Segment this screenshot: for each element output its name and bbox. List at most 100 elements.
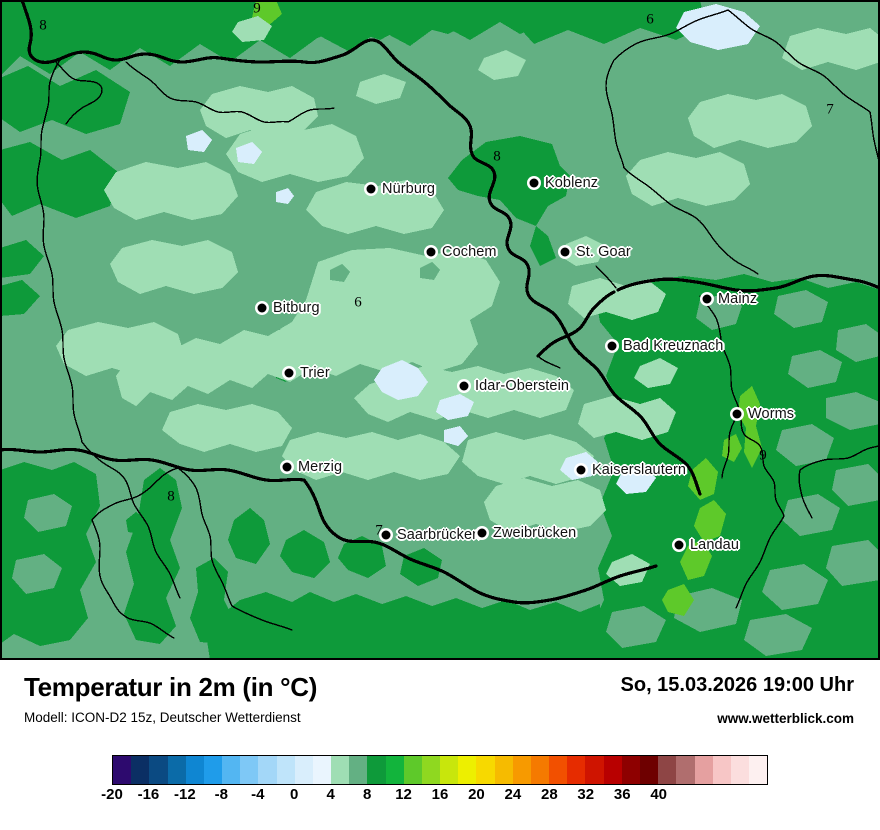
- colorbar-tick: 28: [540, 786, 558, 803]
- colorbar-tick: -12: [174, 786, 196, 803]
- colorbar-tick: -8: [214, 786, 228, 803]
- city-dot-icon: [702, 294, 712, 304]
- colorbar-swatch: [294, 756, 313, 784]
- colorbar-tick-labels: -20 -16 -12 -8 -4 0 4 8 12 16 20 24 28 32 36 40: [101, 786, 768, 812]
- contour-label: 6: [354, 294, 362, 311]
- page-title: Temperatur in 2m (in °C): [24, 672, 318, 702]
- map-canvas: [0, 0, 880, 660]
- colorbar-tick: 16: [431, 786, 449, 803]
- colorbar-swatch: [749, 756, 768, 784]
- city-label: Mainz: [718, 291, 758, 307]
- colorbar-swatch: [658, 756, 677, 784]
- colorbar-swatch: [476, 756, 495, 784]
- colorbar-swatch: [203, 756, 223, 784]
- city-dot-icon: [282, 462, 292, 472]
- colorbar-swatch: [639, 756, 659, 784]
- contour-label: 6: [646, 11, 654, 28]
- colorbar-tick: -4: [251, 786, 265, 803]
- colorbar-swatches[interactable]: [112, 755, 768, 785]
- city-dot-icon: [529, 178, 539, 188]
- colorbar-swatch: [676, 756, 695, 784]
- colorbar-swatch: [458, 756, 477, 784]
- colorbar-swatch: [585, 756, 604, 784]
- colorbar-swatch: [512, 756, 531, 784]
- contour-label: 8: [493, 148, 501, 165]
- city-label: Koblenz: [545, 175, 599, 191]
- colorbar-swatch: [385, 756, 404, 784]
- city-label: Bitburg: [273, 300, 320, 316]
- colorbar-swatch: [367, 756, 386, 784]
- colorbar-swatch: [240, 756, 259, 784]
- site-url: www.wetterblick.com: [717, 711, 854, 726]
- city-dot-icon: [732, 409, 742, 419]
- colorbar-swatch: [621, 756, 640, 784]
- city-label: Saarbrücken: [397, 527, 481, 543]
- colorbar-swatch: [331, 756, 350, 784]
- city-label: Kaiserslautern: [592, 462, 687, 478]
- city-dot-icon: [426, 247, 436, 257]
- contour-label: 7: [826, 101, 834, 118]
- city-label: Landau: [690, 537, 739, 553]
- contour-label: 8: [39, 17, 47, 34]
- colorbar-tick: 20: [468, 786, 485, 803]
- city-dot-icon: [560, 247, 570, 257]
- map-footer: Temperatur in 2m (in °C) Modell: ICON-D2…: [0, 660, 880, 830]
- contour-label: 9: [253, 0, 261, 17]
- valid-datetime: So, 15.03.2026 19:00 Uhr: [620, 674, 854, 696]
- colorbar-swatch: [222, 756, 241, 784]
- city-label: Cochem: [442, 244, 497, 260]
- city-label: Idar-Oberstein: [475, 378, 570, 394]
- temperature-colorbar[interactable]: -20 -16 -12 -8 -4 0 4 8 12 16 20 24 28 32 36 40: [0, 755, 880, 825]
- colorbar-swatch: [312, 756, 332, 784]
- colorbar-swatch: [440, 756, 459, 784]
- colorbar-swatch: [403, 756, 422, 784]
- colorbar-swatch: [567, 756, 586, 784]
- city-dot-icon: [674, 540, 684, 550]
- colorbar-swatch: [185, 756, 204, 784]
- colorbar-swatch: [149, 756, 168, 784]
- contour-label: 9: [759, 447, 767, 464]
- city-label: St. Goar: [576, 244, 631, 260]
- city-dot-icon: [284, 368, 294, 378]
- city-dot-icon: [459, 381, 469, 391]
- colorbar-swatch: [549, 756, 568, 784]
- colorbar-swatch: [131, 756, 150, 784]
- city-dot-icon: [381, 530, 391, 540]
- colorbar-tick: 24: [504, 786, 522, 803]
- colorbar-swatch: [530, 756, 550, 784]
- model-subtitle: Modell: ICON-D2 15z, Deutscher Wetterdie…: [24, 710, 301, 725]
- colorbar-swatch: [349, 756, 368, 784]
- city-label: Merzig: [298, 459, 343, 475]
- colorbar-swatch: [276, 756, 295, 784]
- colorbar-tick: 40: [650, 786, 667, 803]
- contour-label: 7: [375, 522, 383, 539]
- colorbar-tick: 36: [613, 786, 631, 803]
- colorbar-swatch: [258, 756, 277, 784]
- temperature-map[interactable]: 8 9 6 7 8 6 9 8 7 Nürburg Koblenz Cochem St. Goar Ma…: [0, 0, 880, 660]
- contour-label: 8: [167, 488, 175, 505]
- colorbar-swatch: [113, 756, 132, 784]
- colorbar-swatch: [421, 756, 441, 784]
- city-label: Bad Kreuznach: [623, 338, 724, 354]
- colorbar-swatch: [712, 756, 731, 784]
- colorbar-tick: -20: [101, 786, 123, 803]
- city-label: Zweibrücken: [493, 525, 577, 541]
- colorbar-swatch: [494, 756, 513, 784]
- colorbar-tick: 12: [395, 786, 412, 803]
- colorbar-swatch: [730, 756, 750, 784]
- colorbar-tick: 0: [290, 786, 299, 803]
- colorbar-swatch: [603, 756, 622, 784]
- colorbar-tick: -16: [137, 786, 160, 803]
- city-dot-icon: [257, 303, 267, 313]
- city-label: Trier: [300, 365, 330, 381]
- city-dot-icon: [607, 341, 617, 351]
- city-label: Nürburg: [382, 181, 436, 197]
- colorbar-swatch: [694, 756, 713, 784]
- city-dot-icon: [366, 184, 376, 194]
- colorbar-swatch: [167, 756, 186, 784]
- city-label: Worms: [748, 406, 795, 422]
- city-dot-icon: [576, 465, 586, 475]
- city-dot-icon: [477, 528, 487, 538]
- colorbar-tick: 4: [326, 786, 335, 803]
